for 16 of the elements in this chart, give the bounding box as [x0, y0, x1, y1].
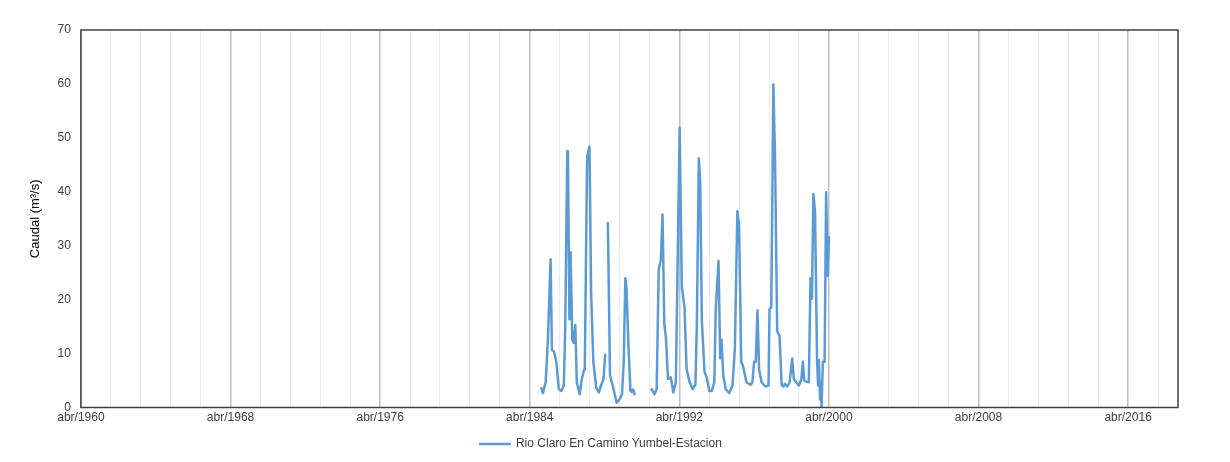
x-tick-label: abr/1968	[206, 410, 255, 425]
x-tick-label: abr/1992	[655, 410, 704, 425]
x-tick-label: abr/1984	[506, 410, 554, 425]
y-axis-title: Caudal (m³/s)	[27, 179, 43, 259]
x-tick-label: abr/1976	[356, 410, 405, 425]
y-tick-label: 60	[57, 76, 72, 91]
x-tick-label: abr/2016	[1104, 410, 1153, 425]
y-tick-label: 10	[57, 345, 72, 360]
y-tick-label: 50	[57, 130, 72, 145]
y-tick-label: 20	[57, 292, 72, 307]
x-tick-label: abr/2008	[954, 410, 1003, 425]
x-tick-label: abr/2000	[805, 410, 853, 425]
y-tick-label: 70	[57, 22, 72, 37]
y-tick-label: 30	[57, 238, 72, 253]
y-tick-label: 40	[57, 184, 72, 199]
legend-label: Rio Claro En Camino Yumbel-Estacion	[515, 436, 722, 451]
